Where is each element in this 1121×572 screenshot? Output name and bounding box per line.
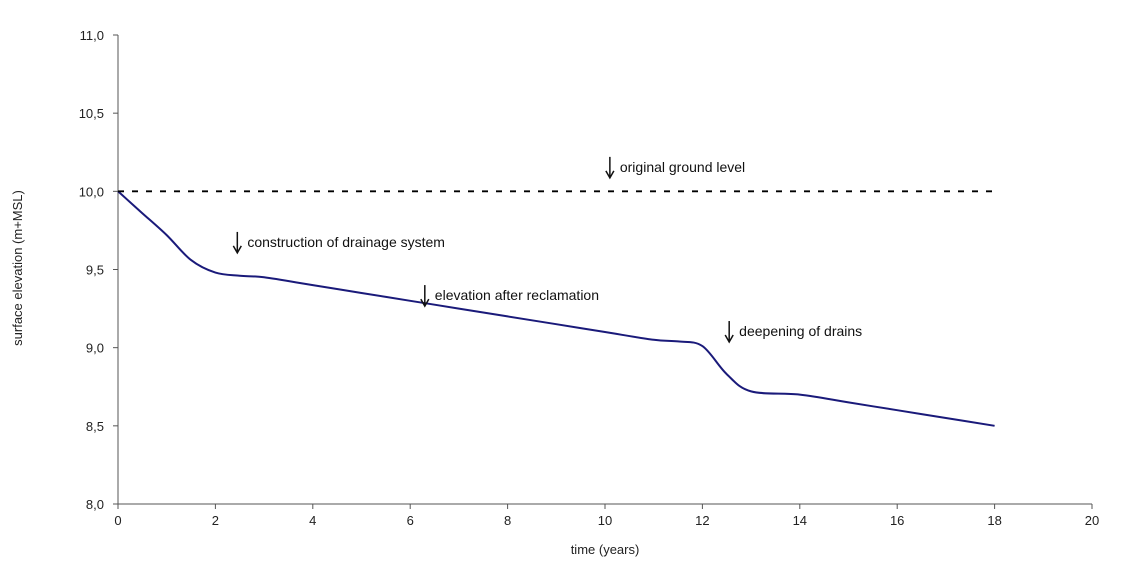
annotations: original ground level construction of dra… <box>232 156 862 344</box>
annotation-label: elevation after reclamation <box>435 287 599 303</box>
down-arrow-head <box>420 298 430 308</box>
annotation-label: original ground level <box>620 159 745 175</box>
down-arrow-head <box>724 334 734 344</box>
y-tick-label: 9,0 <box>86 341 104 356</box>
axes <box>117 35 1092 505</box>
down-arrow-head <box>605 170 615 180</box>
series-layer <box>117 190 995 427</box>
x-tick-label: 14 <box>793 513 807 528</box>
annotation-label: construction of drainage system <box>247 234 445 250</box>
y-tick-label: 8,0 <box>86 497 104 512</box>
annotation-label: deepening of drains <box>739 323 862 339</box>
annotation: deepening of drains <box>724 321 862 344</box>
x-tick-label: 0 <box>114 513 121 528</box>
y-axis-title: surface elevation (m+MSL) <box>10 190 25 346</box>
x-tick-label: 16 <box>890 513 904 528</box>
annotation: construction of drainage system <box>232 231 445 255</box>
annotation: original ground level <box>605 156 745 180</box>
y-ticks: 8,0 8,5 9,0 9,5 10,0 10,5 11,0 <box>79 28 118 512</box>
y-tick-label: 11,0 <box>80 28 104 43</box>
x-tick-label: 10 <box>598 513 612 528</box>
y-tick-label: 10,0 <box>79 184 104 199</box>
surface-elevation-line <box>117 190 995 427</box>
x-ticks: 0 2 4 6 8 10 12 14 16 18 20 <box>114 504 1099 528</box>
x-tick-label: 12 <box>695 513 709 528</box>
x-axis-title: time (years) <box>571 542 640 557</box>
y-tick-label: 10,5 <box>79 106 104 121</box>
x-tick-label: 2 <box>212 513 219 528</box>
x-tick-label: 20 <box>1085 513 1099 528</box>
y-tick-label: 8,5 <box>86 419 104 434</box>
x-tick-label: 6 <box>407 513 414 528</box>
x-tick-label: 8 <box>504 513 511 528</box>
x-tick-label: 4 <box>309 513 316 528</box>
x-tick-label: 18 <box>987 513 1001 528</box>
y-tick-label: 9,5 <box>86 263 104 278</box>
down-arrow-head <box>232 245 242 255</box>
annotation: elevation after reclamation <box>420 285 599 308</box>
